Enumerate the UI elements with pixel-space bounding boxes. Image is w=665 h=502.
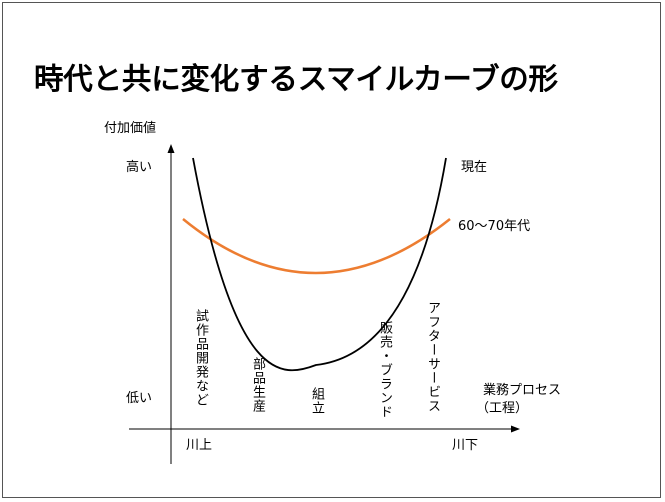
x-axis-left-label: 川上: [186, 438, 213, 453]
legend-current: 現在: [461, 160, 488, 175]
y-axis-high-label: 高い: [126, 160, 153, 175]
stage-assembly: 組立: [309, 387, 324, 415]
x-axis-right-label: 川下: [452, 438, 479, 453]
slide-title: 時代と共に変化するスマイルカーブの形: [34, 62, 558, 96]
y-axis-arrowhead: [167, 144, 175, 153]
curve-60-70s: [182, 218, 451, 275]
x-axis-label: 業務プロセス: [483, 383, 562, 398]
x-axis-label-sub: （工程）: [476, 401, 529, 416]
stage-after-service: アフターサービス: [425, 301, 440, 413]
stage-prototype: 試作品開発など: [193, 309, 208, 407]
stage-parts: 部品生産: [250, 357, 265, 413]
legend-60-70s: 60～70年代: [458, 219, 531, 234]
slide: [2, 2, 661, 498]
y-axis-label: 付加価値: [104, 121, 157, 136]
x-axis-arrowhead: [511, 425, 520, 433]
curve-current: [192, 157, 447, 372]
y-axis-low-label: 低い: [126, 391, 153, 406]
stage-sales-brand: 販売・ブランド: [377, 321, 392, 419]
